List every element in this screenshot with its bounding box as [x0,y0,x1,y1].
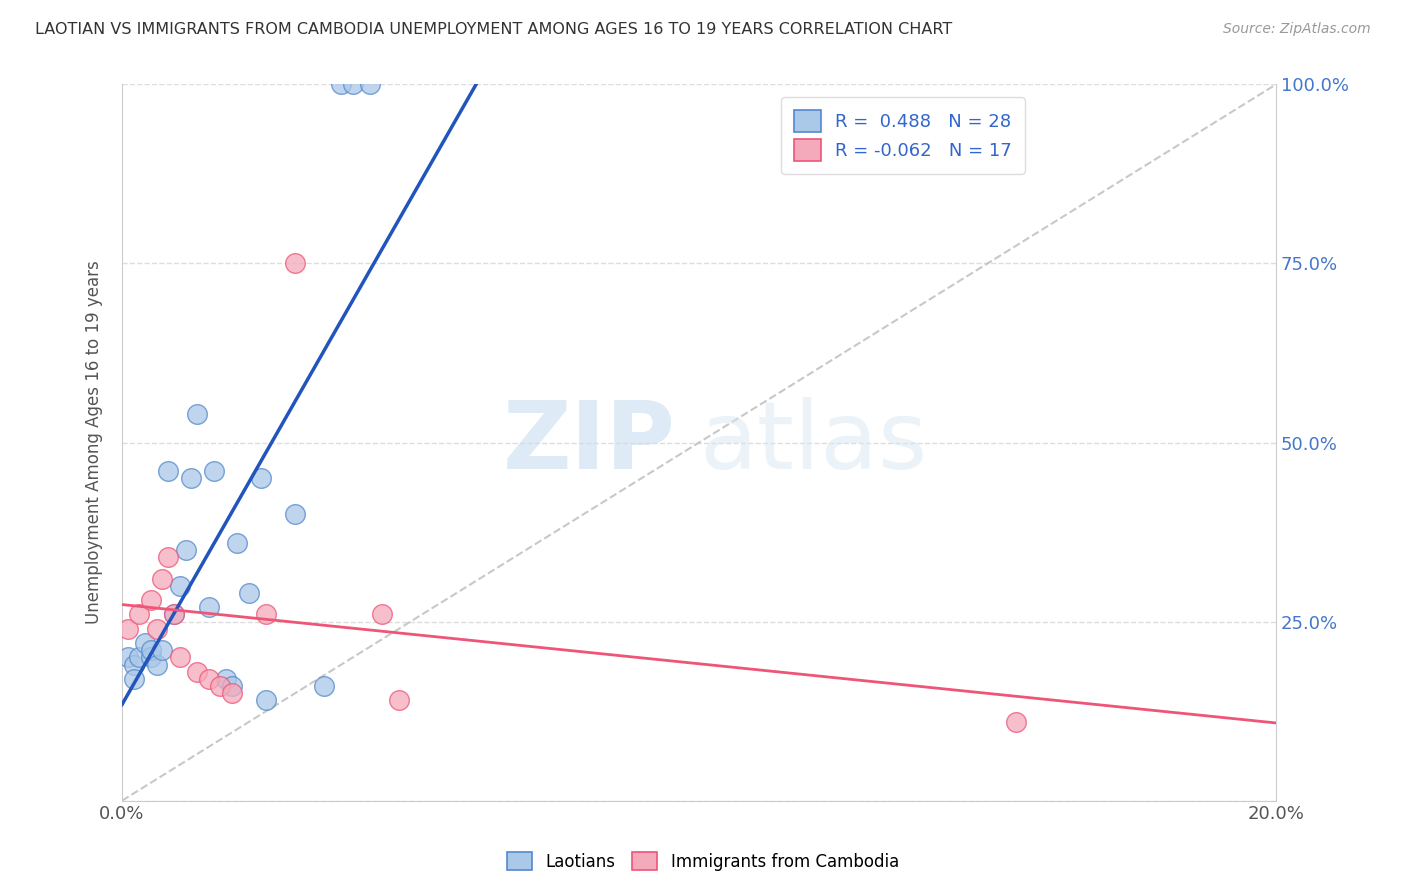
Text: Source: ZipAtlas.com: Source: ZipAtlas.com [1223,22,1371,37]
Point [330,78,353,92]
Point [128,650,150,665]
Point [122,672,145,686]
Point [215,672,238,686]
Point [152,643,174,657]
Point [139,650,162,665]
Point [134,636,156,650]
Text: LAOTIAN VS IMMIGRANTS FROM CAMBODIA UNEMPLOYMENT AMONG AGES 16 TO 19 YEARS CORRE: LAOTIAN VS IMMIGRANTS FROM CAMBODIA UNEM… [35,22,952,37]
Point [202,464,225,478]
Point [359,78,381,92]
Point [157,550,180,565]
Point [197,600,219,615]
Point [312,679,335,693]
Point [145,622,167,636]
Point [221,679,243,693]
Point [249,471,271,485]
Point [238,586,260,600]
Point [186,665,208,679]
Point [157,464,180,478]
Point [174,543,197,558]
Point [284,256,307,270]
Point [342,78,364,92]
Point [221,686,243,700]
Point [163,607,186,622]
Point [122,657,145,672]
Point [169,579,191,593]
Point [254,693,277,707]
Point [117,650,139,665]
Point [209,679,232,693]
Point [180,471,202,485]
Text: ZIP: ZIP [503,397,676,489]
Y-axis label: Unemployment Among Ages 16 to 19 years: Unemployment Among Ages 16 to 19 years [86,260,103,624]
Legend: Laotians, Immigrants from Cambodia: Laotians, Immigrants from Cambodia [499,844,907,880]
Point [226,536,249,550]
Point [152,572,174,586]
Point [117,622,139,636]
Point [186,407,208,421]
Point [388,693,411,707]
Point [284,507,307,521]
Point [128,607,150,622]
Point [370,607,392,622]
Point [254,607,277,622]
Point [169,650,191,665]
Point [145,657,167,672]
Point [139,593,162,607]
Point [139,643,162,657]
Point [197,672,219,686]
Legend: R =  0.488   N = 28, R = -0.062   N = 17: R = 0.488 N = 28, R = -0.062 N = 17 [782,97,1025,174]
Point [1005,714,1028,729]
Text: atlas: atlas [699,397,927,489]
Point [163,607,186,622]
